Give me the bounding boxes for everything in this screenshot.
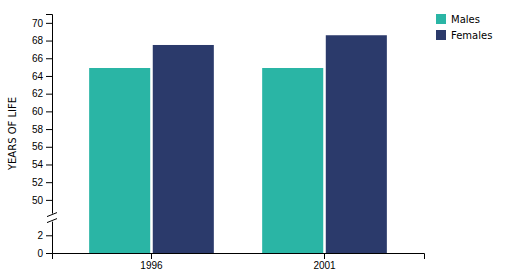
y-tick-mark [46, 23, 52, 24]
y-tick: 70 [32, 18, 52, 29]
y-tick-mark [46, 200, 52, 201]
x-axis-line [53, 254, 425, 260]
y-tick-mark [46, 94, 52, 95]
y-tick: 52 [32, 177, 52, 188]
y-tick: 50 [32, 195, 52, 206]
y-tick: 66 [32, 53, 52, 64]
legend: Males Females [436, 14, 492, 41]
x-tick-label: 1996 [140, 260, 163, 271]
legend-swatch [436, 14, 446, 24]
y-tick-label: 60 [32, 106, 44, 117]
y-tick: 58 [32, 124, 52, 135]
y-tick-mark [46, 164, 52, 165]
y-tick-mark [46, 235, 52, 236]
x-tick-mark [324, 253, 325, 259]
bar [89, 68, 150, 253]
y-tick-label: 68 [32, 35, 44, 46]
y-tick: 56 [32, 141, 52, 152]
y-tick-mark [46, 147, 52, 148]
y-tick-mark [46, 253, 52, 254]
y-tick-mark [46, 182, 52, 183]
y-tick-label: 52 [32, 177, 44, 188]
plot: 0 2 50 52 54 56 58 60 62 64 66 68 70 1996 2001 YEARS OF… [7, 15, 425, 272]
y-tick-mark [46, 58, 52, 59]
y-tick-mark [46, 41, 52, 42]
axis-break-line [47, 219, 57, 223]
y-tick: 0 [37, 248, 52, 259]
y-tick-mark [46, 129, 52, 130]
y-tick: 64 [32, 71, 52, 82]
bars [89, 35, 387, 253]
legend-label: Males [451, 14, 480, 25]
x-tick-mark [151, 253, 152, 259]
x-axis: 1996 2001 [53, 253, 425, 271]
bar [262, 68, 323, 253]
y-tick: 2 [37, 230, 52, 241]
x-tick: 2001 [313, 253, 336, 271]
y-tick: 60 [32, 106, 52, 117]
y-tick-label: 58 [32, 124, 44, 135]
bar [153, 45, 214, 253]
legend-label: Females [451, 30, 492, 41]
x-tick-label: 2001 [313, 260, 336, 271]
y-tick-label: 64 [32, 71, 44, 82]
y-tick-label: 62 [32, 88, 44, 99]
y-tick: 68 [32, 35, 52, 46]
chart: 0 2 50 52 54 56 58 60 62 64 66 68 70 1996 2001 YEARS OF… [0, 0, 516, 279]
x-tick: 1996 [140, 253, 163, 271]
y-tick: 62 [32, 88, 52, 99]
legend-item: Males [436, 14, 480, 25]
axis-break-line [47, 213, 57, 217]
legend-item: Females [436, 30, 492, 41]
series [153, 35, 387, 253]
y-axis-title: YEARS OF LIFE [7, 97, 18, 171]
y-tick-label: 66 [32, 53, 44, 64]
y-tick-mark [46, 111, 52, 112]
y-tick-label: 2 [37, 230, 43, 241]
bar [326, 35, 387, 253]
y-tick-label: 70 [32, 18, 44, 29]
legend-swatch [436, 30, 446, 40]
y-tick-label: 56 [32, 141, 44, 152]
y-tick: 54 [32, 159, 52, 170]
y-tick-mark [46, 76, 52, 77]
axis-break-gap [48, 214, 56, 222]
y-tick-label: 0 [37, 248, 43, 259]
y-tick-label: 50 [32, 195, 44, 206]
y-tick-label: 54 [32, 159, 44, 170]
axis-break [47, 213, 57, 223]
